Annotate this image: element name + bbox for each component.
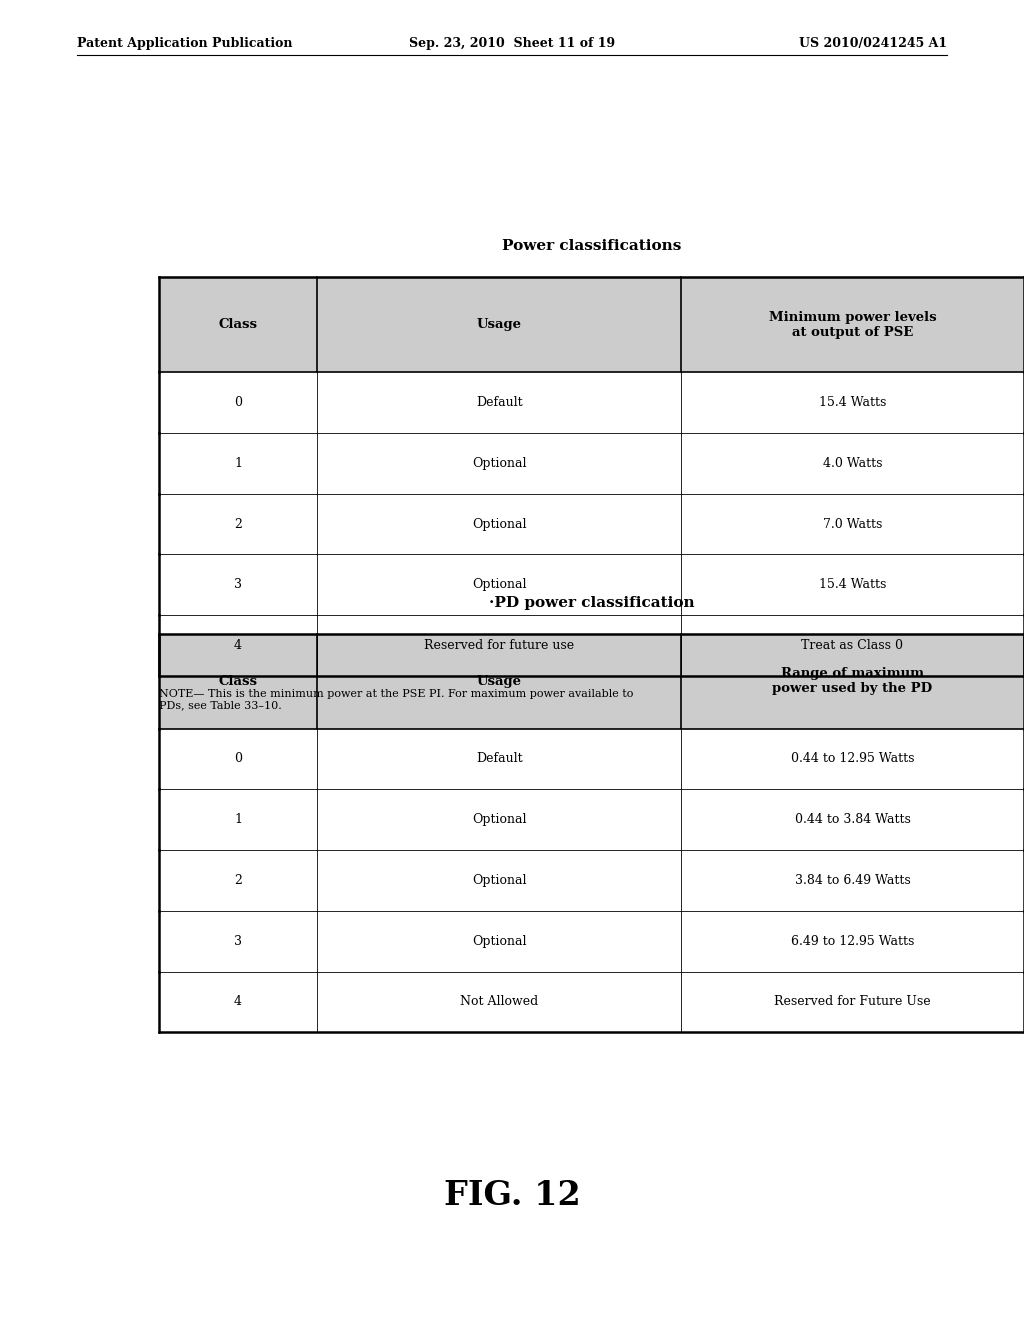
Bar [159,277,1024,372]
Text: 15.4 Watts: 15.4 Watts [819,578,886,591]
Text: Default: Default [476,396,522,409]
Text: FIG. 12: FIG. 12 [443,1180,581,1212]
Text: Optional: Optional [472,813,526,826]
Text: US 2010/0241245 A1: US 2010/0241245 A1 [799,37,947,50]
Text: 1: 1 [234,457,242,470]
Text: Power classifications: Power classifications [502,239,681,253]
Text: 0.44 to 3.84 Watts: 0.44 to 3.84 Watts [795,813,910,826]
Text: Reserved for Future Use: Reserved for Future Use [774,995,931,1008]
Text: 15.4 Watts: 15.4 Watts [819,396,886,409]
Text: 2: 2 [234,517,242,531]
Text: Optional: Optional [472,874,526,887]
Text: 4.0 Watts: 4.0 Watts [822,457,883,470]
Text: 0: 0 [234,396,242,409]
Text: 0: 0 [234,752,242,766]
Text: 3: 3 [234,935,242,948]
Text: Patent Application Publication: Patent Application Publication [77,37,292,50]
Text: Treat as Class 0: Treat as Class 0 [802,639,903,652]
Text: Class: Class [218,675,258,688]
Text: ·PD power classification: ·PD power classification [488,595,694,610]
Text: Usage: Usage [477,675,521,688]
Text: 2: 2 [234,874,242,887]
Text: Class: Class [218,318,258,331]
Text: Reserved for future use: Reserved for future use [424,639,574,652]
Text: 7.0 Watts: 7.0 Watts [823,517,882,531]
Text: 6.49 to 12.95 Watts: 6.49 to 12.95 Watts [791,935,914,948]
Bar [159,634,1024,729]
Text: Sep. 23, 2010  Sheet 11 of 19: Sep. 23, 2010 Sheet 11 of 19 [409,37,615,50]
Text: Range of maximum
power used by the PD: Range of maximum power used by the PD [772,667,933,696]
Text: 0.44 to 12.95 Watts: 0.44 to 12.95 Watts [791,752,914,766]
Text: Not Allowed: Not Allowed [460,995,539,1008]
Text: NOTE— This is the minimum power at the PSE PI. For maximum power available to
PD: NOTE— This is the minimum power at the P… [159,689,633,710]
Text: 3: 3 [234,578,242,591]
Text: Optional: Optional [472,517,526,531]
Text: Default: Default [476,752,522,766]
Text: Minimum power levels
at output of PSE: Minimum power levels at output of PSE [769,310,936,339]
Text: 3.84 to 6.49 Watts: 3.84 to 6.49 Watts [795,874,910,887]
Text: Optional: Optional [472,457,526,470]
Text: Usage: Usage [477,318,521,331]
Text: Optional: Optional [472,935,526,948]
Text: 4: 4 [234,995,242,1008]
Text: 4: 4 [234,639,242,652]
Text: Optional: Optional [472,578,526,591]
Text: 1: 1 [234,813,242,826]
